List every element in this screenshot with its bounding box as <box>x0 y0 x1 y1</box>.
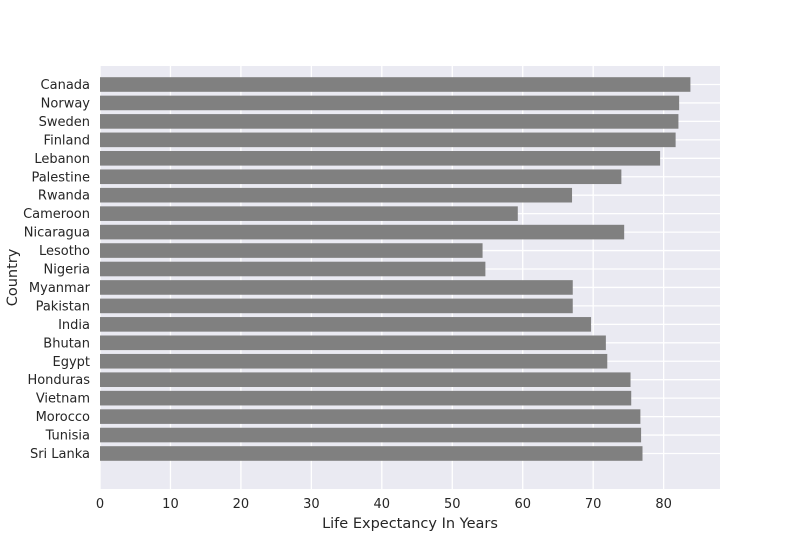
y-tick-label: Tunisia <box>45 429 90 444</box>
bar <box>100 243 483 258</box>
y-tick-label: Sweden <box>39 115 90 130</box>
bar <box>100 206 518 221</box>
y-tick-label: Palestine <box>31 170 90 185</box>
bar <box>100 151 661 166</box>
bar <box>100 132 676 148</box>
y-tick-label: Lebanon <box>34 152 90 167</box>
x-tick-label: 30 <box>303 497 320 512</box>
x-tick-label: 70 <box>585 497 602 512</box>
bar <box>100 317 592 332</box>
bar <box>100 372 631 387</box>
bar <box>100 261 486 277</box>
x-tick-labels: 0 10 20 30 40 50 60 70 80 <box>96 497 672 512</box>
x-tick-label: 60 <box>514 497 531 512</box>
x-tick-label: 40 <box>374 497 391 512</box>
y-tick-label: Vietnam <box>36 392 90 407</box>
bar <box>100 390 632 406</box>
y-tick-label: Pakistan <box>36 299 90 314</box>
y-tick-label: Egypt <box>52 355 90 370</box>
y-tick-label: Lesotho <box>39 244 90 259</box>
bar <box>100 224 625 240</box>
y-tick-labels: Canada Norway Sweden Finland Lebanon Palestin… <box>23 78 91 462</box>
y-tick-label: Honduras <box>27 373 90 388</box>
bar <box>100 427 642 443</box>
y-axis-title: Country <box>5 248 21 306</box>
y-tick-label: Rwanda <box>38 189 90 204</box>
y-tick-label: India <box>58 318 90 333</box>
plot-area <box>100 66 720 489</box>
y-tick-label: Cameroon <box>23 207 90 222</box>
y-tick-label: Canada <box>41 78 90 93</box>
x-tick-label: 80 <box>655 497 672 512</box>
x-axis-title: Life Expectancy In Years <box>322 516 498 532</box>
y-tick-label: Morocco <box>36 410 90 425</box>
y-tick-label: Myanmar <box>29 281 91 296</box>
bar <box>100 409 641 424</box>
y-tick-label: Bhutan <box>43 336 90 351</box>
y-tick-label: Finland <box>44 133 90 148</box>
bar <box>100 280 573 295</box>
bar <box>100 298 573 314</box>
bar <box>100 77 691 92</box>
x-tick-label: 10 <box>162 497 179 512</box>
x-tick-label: 20 <box>233 497 250 512</box>
bar <box>100 114 679 129</box>
bar <box>100 446 643 461</box>
y-tick-label: Norway <box>41 96 91 111</box>
y-tick-label: Sri Lanka <box>30 447 90 462</box>
x-tick-label: 0 <box>96 497 104 512</box>
bar <box>100 169 622 185</box>
bar <box>100 187 573 203</box>
bar <box>100 95 680 111</box>
bar <box>100 353 608 369</box>
bars <box>100 77 691 461</box>
y-tick-label: Nigeria <box>43 263 90 278</box>
y-tick-label: Nicaragua <box>24 226 90 241</box>
bar <box>100 335 606 351</box>
x-tick-label: 50 <box>444 497 461 512</box>
